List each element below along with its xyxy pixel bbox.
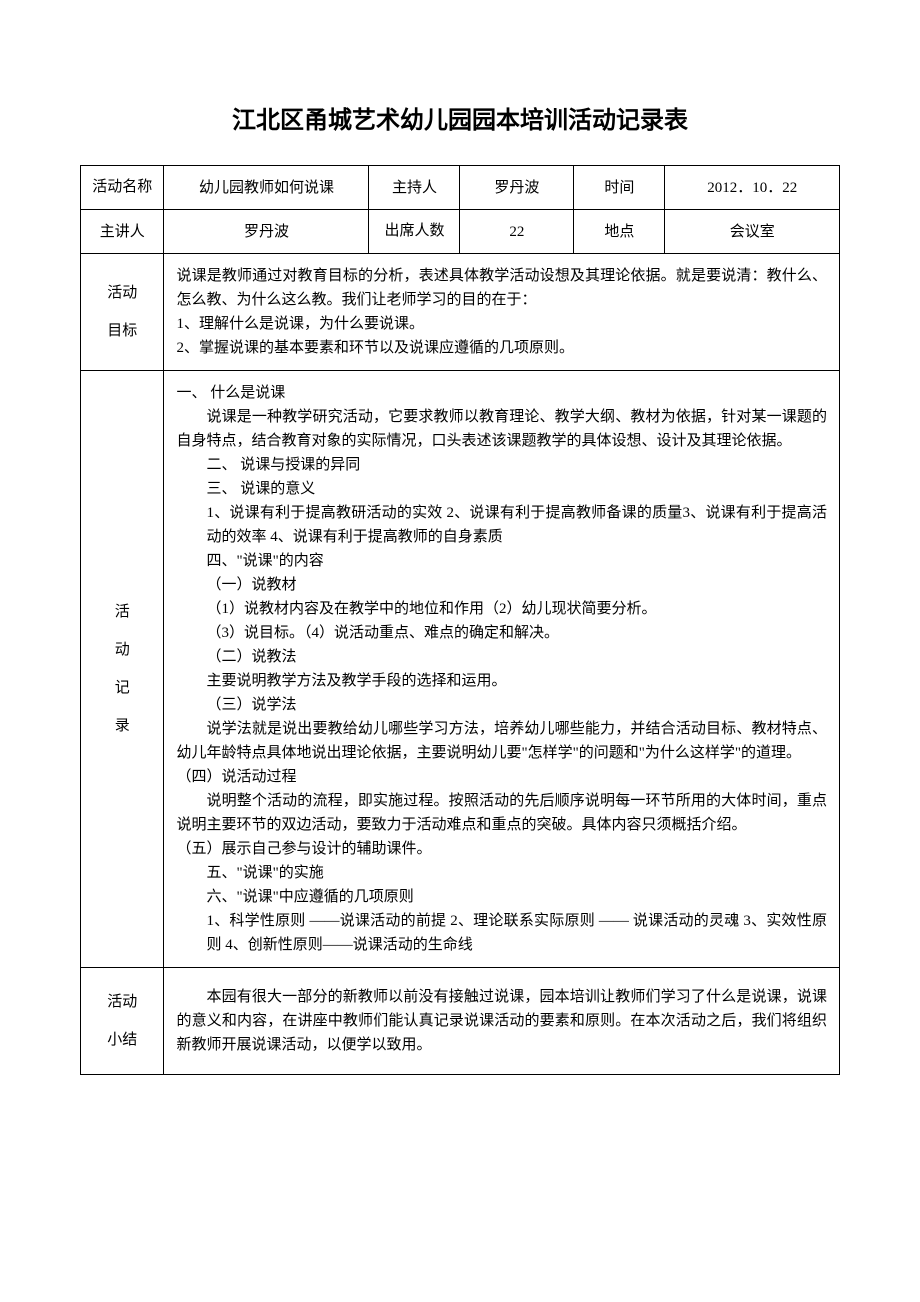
- activity-name-value: 幼儿园教师如何说课: [164, 166, 369, 210]
- table-row: 主讲人 罗丹波 出席人数 22 地点 会议室: [81, 210, 840, 254]
- table-row: 活动 目标 说课是教师通过对教育目标的分析，表述具体教学活动设想及其理论依据。就…: [81, 254, 840, 371]
- record-text: 1、科学性原则 ——说课活动的前提 2、理论联系实际原则 —— 说课活动的灵魂 …: [176, 909, 827, 957]
- location-label: 地点: [574, 210, 665, 254]
- record-text: 1、说课有利于提高教研活动的实效 2、说课有利于提高教师备课的质量3、说课有利于…: [176, 501, 827, 549]
- time-value: 2012．10．22: [665, 166, 840, 210]
- training-record-table: 活动名称 幼儿园教师如何说课 主持人 罗丹波 时间 2012．10．22 主讲人…: [80, 165, 840, 1075]
- record-text: 说学法就是说出要教给幼儿哪些学习方法，培养幼儿哪些能力，并结合活动目标、教材特点…: [176, 717, 827, 765]
- goals-label-line1: 活动: [87, 281, 157, 305]
- host-label: 主持人: [369, 166, 460, 210]
- record-text: （1）说教材内容及在教学中的地位和作用（2）幼儿现状简要分析。: [176, 597, 827, 621]
- location-value: 会议室: [665, 210, 840, 254]
- record-text: （3）说目标。（4）说活动重点、难点的确定和解决。: [176, 621, 827, 645]
- record-text: （四）说活动过程: [176, 765, 827, 789]
- record-text: 三、 说课的意义: [176, 477, 827, 501]
- activity-name-label: 活动名称: [81, 166, 164, 210]
- table-row: 活 动 记 录 一、 什么是说课 说课是一种教学研究活动，它要求教师以教育理论、…: [81, 371, 840, 968]
- record-text: 说课是一种教学研究活动，它要求教师以教育理论、教学大纲、教材为依据，针对某一课题…: [176, 405, 827, 453]
- summary-label-line2: 小结: [87, 1028, 157, 1052]
- goals-text: 2、掌握说课的基本要素和环节以及说课应遵循的几项原则。: [176, 336, 827, 360]
- speaker-label: 主讲人: [81, 210, 164, 254]
- record-text: 二、 说课与授课的异同: [176, 453, 827, 477]
- page-title: 江北区甬城艺术幼儿园园本培训活动记录表: [80, 100, 840, 135]
- summary-label: 活动 小结: [81, 968, 164, 1075]
- attendance-label: 出席人数: [369, 210, 460, 254]
- record-text: 说明整个活动的流程，即实施过程。按照活动的先后顺序说明每一环节所用的大体时间，重…: [176, 789, 827, 837]
- goals-content: 说课是教师通过对教育目标的分析，表述具体教学活动设想及其理论依据。就是要说清：教…: [164, 254, 840, 371]
- record-text: 四、"说课"的内容: [176, 549, 827, 573]
- record-text: 一、 什么是说课: [176, 381, 827, 405]
- goals-text: 说课是教师通过对教育目标的分析，表述具体教学活动设想及其理论依据。就是要说清：教…: [176, 264, 827, 312]
- attendance-value: 22: [460, 210, 574, 254]
- table-row: 活动 小结 本园有很大一部分的新教师以前没有接触过说课，园本培训让教师们学习了什…: [81, 968, 840, 1075]
- record-text: （一）说教材: [176, 573, 827, 597]
- goals-label-line2: 目标: [87, 319, 157, 343]
- summary-label-line1: 活动: [87, 990, 157, 1014]
- summary-content: 本园有很大一部分的新教师以前没有接触过说课，园本培训让教师们学习了什么是说课，说…: [164, 968, 840, 1075]
- record-label-char: 活: [87, 600, 157, 624]
- time-label: 时间: [574, 166, 665, 210]
- record-text: 六、"说课"中应遵循的几项原则: [176, 885, 827, 909]
- record-text: 主要说明教学方法及教学手段的选择和运用。: [176, 669, 827, 693]
- record-text: （二）说教法: [176, 645, 827, 669]
- record-content: 一、 什么是说课 说课是一种教学研究活动，它要求教师以教育理论、教学大纲、教材为…: [164, 371, 840, 968]
- speaker-value: 罗丹波: [164, 210, 369, 254]
- record-label-char: 记: [87, 676, 157, 700]
- table-row: 活动名称 幼儿园教师如何说课 主持人 罗丹波 时间 2012．10．22: [81, 166, 840, 210]
- record-label-char: 动: [87, 638, 157, 662]
- goals-text: 1、理解什么是说课，为什么要说课。: [176, 312, 827, 336]
- summary-text: 本园有很大一部分的新教师以前没有接触过说课，园本培训让教师们学习了什么是说课，说…: [176, 985, 827, 1057]
- record-label: 活 动 记 录: [81, 371, 164, 968]
- record-text: （五）展示自己参与设计的辅助课件。: [176, 837, 827, 861]
- record-text: 五、"说课"的实施: [176, 861, 827, 885]
- host-value: 罗丹波: [460, 166, 574, 210]
- record-text: （三）说学法: [176, 693, 827, 717]
- goals-label: 活动 目标: [81, 254, 164, 371]
- record-label-char: 录: [87, 714, 157, 738]
